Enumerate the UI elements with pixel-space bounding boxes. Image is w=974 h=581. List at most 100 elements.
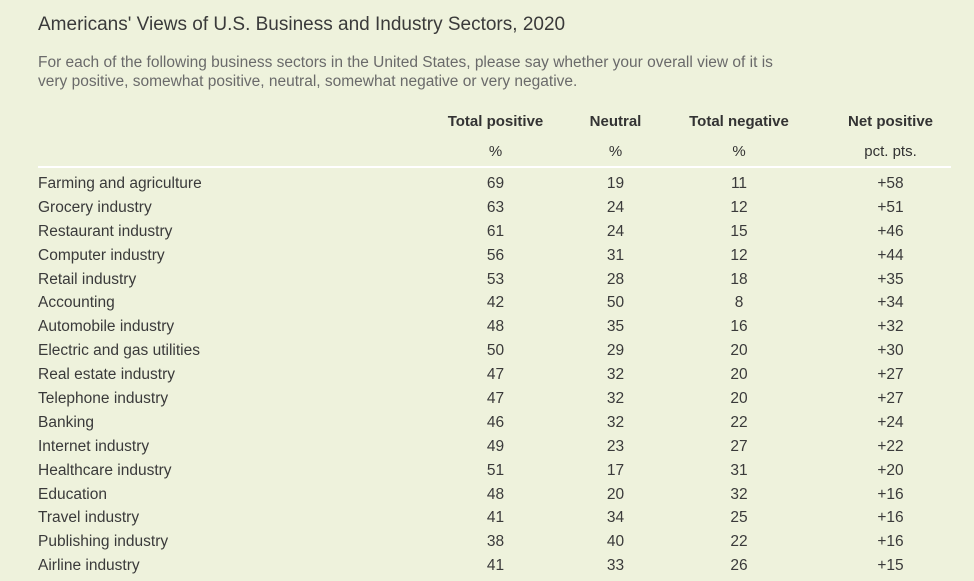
- total-negative-value: 20: [730, 389, 748, 407]
- unit-sector: [38, 136, 408, 167]
- unit-neutral: %: [608, 142, 623, 160]
- net-positive-value: +35: [877, 270, 904, 288]
- total-positive-value: 47: [486, 366, 505, 384]
- table-row: Banking 46 32 22 +24: [38, 411, 951, 435]
- total-positive-value: 51: [486, 461, 505, 479]
- table-row: Healthcare industry 51 17 31 +20: [38, 459, 951, 483]
- net-positive-value: +27: [877, 366, 904, 384]
- total-positive-value: 42: [486, 294, 505, 312]
- total-negative-value: 20: [730, 366, 748, 384]
- table-row: Restaurant industry 61 24 15 +46: [38, 220, 951, 244]
- unit-row: % % % pct. pts.: [38, 136, 951, 167]
- sector-name: Accounting: [38, 294, 115, 312]
- total-negative-value: 22: [730, 413, 748, 431]
- neutral-value: 32: [606, 366, 625, 384]
- table-row: Computer industry 56 31 12 +44: [38, 244, 951, 268]
- neutral-value: 23: [606, 437, 625, 455]
- table-row: Automobile industry 48 35 16 +32: [38, 315, 951, 339]
- header-row: Total positive Neutral Total negative Ne…: [38, 106, 951, 136]
- table-row: Farming and agriculture 69 19 11 +58: [38, 172, 951, 196]
- sector-name: Retail industry: [38, 270, 137, 288]
- sector-name: Restaurant industry: [38, 222, 173, 240]
- table-row: Retail industry 53 28 18 +35: [38, 268, 951, 292]
- sector-name: Computer industry: [38, 246, 165, 264]
- neutral-value: 20: [606, 485, 625, 503]
- total-positive-value: 49: [486, 437, 505, 455]
- total-positive-value: 61: [486, 222, 505, 240]
- total-negative-value: 11: [730, 174, 748, 192]
- header-total-negative: Total negative: [689, 112, 789, 130]
- total-negative-value: 32: [730, 485, 748, 503]
- total-positive-value: 69: [486, 174, 505, 192]
- neutral-value: 32: [606, 413, 625, 431]
- table-row: Grocery industry 63 24 12 +51: [38, 196, 951, 220]
- net-positive-value: +44: [877, 246, 904, 264]
- net-positive-value: +27: [877, 389, 904, 407]
- sector-name: Farming and agriculture: [38, 174, 202, 192]
- neutral-value: 35: [606, 318, 625, 336]
- neutral-value: 19: [606, 174, 625, 192]
- net-positive-value: +24: [877, 413, 904, 431]
- table-row: Telephone industry 47 32 20 +27: [38, 387, 951, 411]
- total-positive-value: 41: [486, 557, 505, 575]
- header-net-positive: Net positive: [847, 112, 934, 130]
- total-negative-value: 22: [730, 533, 748, 551]
- table-body: Farming and agriculture 69 19 11 +58 Grocery …: [38, 167, 951, 578]
- net-positive-value: +51: [877, 198, 904, 216]
- sector-name: Publishing industry: [38, 533, 169, 551]
- neutral-value: 32: [606, 389, 625, 407]
- total-negative-value: 25: [730, 509, 748, 527]
- neutral-value: 24: [606, 198, 625, 216]
- unit-net-positive: pct. pts.: [864, 142, 917, 160]
- table-row: Education 48 20 32 +16: [38, 483, 951, 507]
- neutral-value: 33: [606, 557, 625, 575]
- sector-name: Electric and gas utilities: [38, 342, 200, 360]
- total-negative-value: 31: [730, 461, 748, 479]
- total-positive-value: 56: [486, 246, 505, 264]
- total-negative-value: 20: [730, 342, 748, 360]
- total-negative-value: 12: [730, 246, 748, 264]
- total-negative-value: 18: [730, 270, 748, 288]
- table-row: Electric and gas utilities 50 29 20 +30: [38, 339, 951, 363]
- unit-total-positive: %: [488, 142, 503, 160]
- sector-name: Banking: [38, 413, 95, 431]
- net-positive-value: +58: [877, 174, 904, 192]
- neutral-value: 50: [606, 294, 625, 312]
- neutral-value: 28: [606, 270, 625, 288]
- total-positive-value: 50: [486, 342, 505, 360]
- chart-subtitle: For each of the following business secto…: [38, 54, 773, 90]
- header-neutral: Neutral: [589, 112, 642, 130]
- net-positive-value: +16: [877, 485, 904, 503]
- total-positive-value: 47: [486, 389, 505, 407]
- table-row: Airline industry 41 33 26 +15: [38, 554, 951, 578]
- total-negative-value: 12: [730, 198, 748, 216]
- table-row: Internet industry 49 23 27 +22: [38, 435, 951, 459]
- total-positive-value: 38: [486, 533, 505, 551]
- table-row: Accounting 42 50 8 +34: [38, 291, 951, 315]
- net-positive-value: +16: [877, 533, 904, 551]
- net-positive-value: +20: [877, 461, 904, 479]
- sector-name: Healthcare industry: [38, 461, 172, 479]
- neutral-value: 17: [606, 461, 625, 479]
- total-positive-value: 46: [486, 413, 505, 431]
- data-table: Total positive Neutral Total negative Ne…: [38, 106, 951, 578]
- total-positive-value: 63: [486, 198, 505, 216]
- table-row: Real estate industry 47 32 20 +27: [38, 363, 951, 387]
- unit-total-negative: %: [732, 142, 746, 160]
- neutral-value: 40: [606, 533, 625, 551]
- total-positive-value: 41: [486, 509, 505, 527]
- total-negative-value: 16: [730, 318, 748, 336]
- sector-name: Education: [38, 485, 107, 503]
- chart-title: Americans' Views of U.S. Business and In…: [38, 14, 566, 35]
- net-positive-value: +16: [877, 509, 904, 527]
- neutral-value: 29: [606, 342, 625, 360]
- neutral-value: 24: [606, 222, 625, 240]
- total-negative-value: 8: [734, 294, 744, 312]
- sector-name: Automobile industry: [38, 318, 175, 336]
- total-negative-value: 27: [730, 437, 748, 455]
- total-negative-value: 26: [730, 557, 748, 575]
- net-positive-value: +15: [877, 557, 904, 575]
- sector-name: Travel industry: [38, 509, 140, 527]
- sector-name: Grocery industry: [38, 198, 152, 216]
